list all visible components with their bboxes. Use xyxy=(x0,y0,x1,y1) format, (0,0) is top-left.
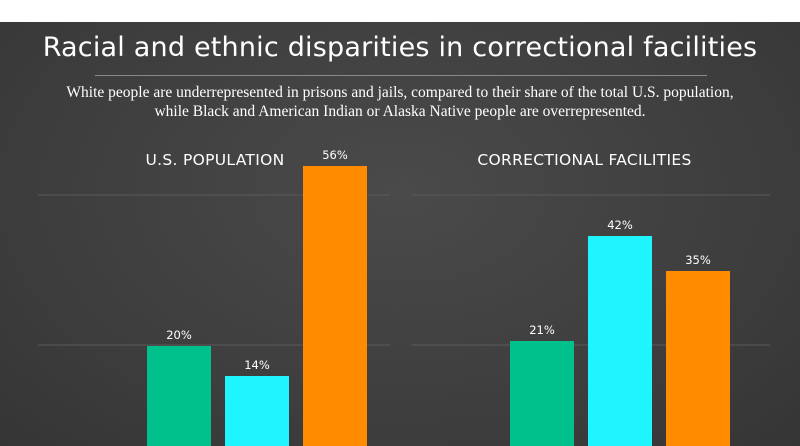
bar-label-correctional-facilities-2: 35% xyxy=(685,253,711,267)
page-subtitle: White people are underrepresented in pri… xyxy=(66,84,734,120)
bar-label-us-population-2: 56% xyxy=(322,148,348,162)
bar-correctional-facilities-0 xyxy=(510,341,574,446)
title-divider xyxy=(95,75,707,76)
bar-correctional-facilities-2 xyxy=(666,271,730,446)
bar-us-population-1 xyxy=(225,376,289,446)
bar-us-population-2 xyxy=(303,166,367,446)
chart-title-us-population: U.S. POPULATION xyxy=(145,151,285,169)
bar-label-us-population-1: 14% xyxy=(244,358,270,372)
bar-charts: 20% 14% 56% 21% 42% 35% xyxy=(38,148,770,446)
chart-title-correctional-facilities: CORRECTIONAL FACILITIES xyxy=(477,151,692,169)
infographic-panel: Racial and ethnic disparities in correct… xyxy=(0,22,800,446)
bar-label-us-population-0: 20% xyxy=(166,328,192,342)
page-title: Racial and ethnic disparities in correct… xyxy=(42,32,758,63)
bar-correctional-facilities-1 xyxy=(588,236,652,446)
bar-label-correctional-facilities-0: 21% xyxy=(529,323,555,337)
bar-us-population-0 xyxy=(147,346,211,446)
bar-label-correctional-facilities-1: 42% xyxy=(607,218,633,232)
